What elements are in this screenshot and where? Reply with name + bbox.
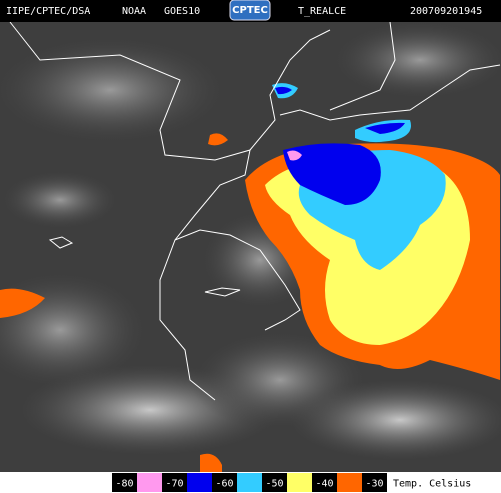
legend-swatch — [237, 473, 262, 492]
timestamp: 200709201945 — [410, 6, 482, 17]
legend-label: -60 — [215, 479, 233, 490]
legend-swatch — [337, 473, 362, 492]
legend: -80 -70 -60 -50 -40 -30 Temp. Celsius — [112, 473, 471, 492]
logo-box — [229, 0, 271, 21]
legend-unit: Temp. Celsius — [393, 479, 471, 490]
legend-swatch — [137, 473, 162, 492]
legend-label-box — [312, 473, 337, 492]
logo: CPTEC — [232, 5, 268, 16]
legend-label: -50 — [265, 479, 283, 490]
legend-label-box — [162, 473, 187, 492]
legend-label: -80 — [115, 479, 133, 490]
cold-cloud-tops — [0, 83, 500, 472]
legend-label: -70 — [165, 479, 183, 490]
legend-label: -30 — [365, 479, 383, 490]
legend-label-box — [262, 473, 287, 492]
legend-label-box — [362, 473, 387, 492]
legend-swatch — [287, 473, 312, 492]
agency: NOAA — [122, 6, 146, 17]
legend-label-box — [112, 473, 137, 492]
satellite: GOES10 — [164, 6, 200, 17]
legend-label: -40 — [315, 479, 333, 490]
boundaries — [9, 21, 501, 401]
legend-swatch — [187, 473, 212, 492]
source: IIPE/CPTEC/DSA — [6, 6, 90, 17]
legend-label-box — [212, 473, 237, 492]
product: T_REALCE — [298, 6, 346, 17]
